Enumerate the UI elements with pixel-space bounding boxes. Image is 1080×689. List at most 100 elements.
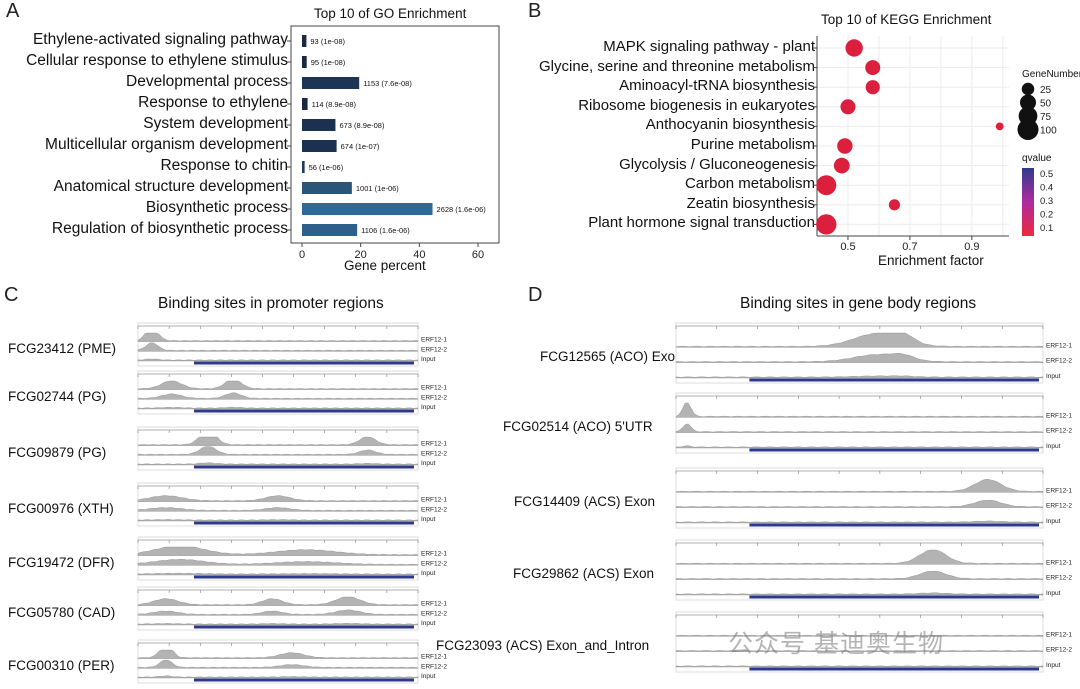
size-legend-label: 75 bbox=[1040, 112, 1052, 123]
section-d-track-row-label: ERF12-1 bbox=[1046, 559, 1072, 566]
section-d-track-coverage bbox=[675, 332, 1044, 348]
kegg-x-axis-label: Enrichment factor bbox=[878, 253, 984, 268]
section-d-track-row-label: ERF12-2 bbox=[1046, 647, 1072, 654]
kegg-category-label: Aminoacyl-tRNA biosynthesis bbox=[619, 77, 815, 95]
section-c-track-row-label: ERF12-2 bbox=[421, 610, 447, 617]
kegg-bubble bbox=[888, 199, 901, 211]
go-category-label: Regulation of biosynthetic process bbox=[51, 220, 288, 237]
section-c-track-row-label: ERF12-2 bbox=[421, 663, 447, 670]
section-d-track-row-label: ERF12-2 bbox=[1046, 358, 1072, 365]
section-d-track-coverage bbox=[675, 423, 1044, 433]
section-c-track-coverage bbox=[137, 675, 419, 679]
go-data-label: 1153 (7.6e-08) bbox=[363, 79, 412, 88]
section-d-track-coverage bbox=[675, 592, 1044, 596]
kegg-category-label: Purine metabolism bbox=[690, 136, 815, 153]
section-d-track-row-label: Input bbox=[1046, 518, 1061, 525]
section-c-track-row-label: Input bbox=[421, 404, 436, 411]
section-c-track-coverage bbox=[137, 406, 419, 410]
section-c-track-coverage bbox=[137, 380, 419, 390]
section-d-gene-label: FCG29862 (ACS) Exon bbox=[513, 566, 655, 581]
go-bar bbox=[302, 182, 352, 194]
go-data-label: 673 (8.9e-08) bbox=[339, 121, 385, 130]
section-d-title: Binding sites in gene body regions bbox=[740, 295, 977, 312]
section-c-track-row-label: ERF12-1 bbox=[421, 601, 447, 608]
section-c-track-row-label: ERF12-1 bbox=[421, 551, 447, 558]
section-d-track-coverage bbox=[675, 549, 1044, 565]
kegg-bubble-chart: 0.5 0.7 0.9 25 50 75 100 0.5 0.4 0.3 0.2 0.1 bbox=[813, 36, 1057, 253]
section-c-track-frame bbox=[137, 586, 419, 631]
section-c-track-coverage bbox=[137, 332, 419, 342]
section-d-track-row-label: ERF12-2 bbox=[1046, 428, 1072, 435]
go-data-label: 2628 (1.6e-06) bbox=[437, 205, 487, 214]
size-legend-dot bbox=[1017, 119, 1039, 140]
section-d-track-frame bbox=[675, 392, 1044, 454]
kegg-bubble bbox=[833, 157, 850, 174]
go-x-tick-label: 40 bbox=[413, 249, 425, 261]
size-legend-label: 50 bbox=[1040, 99, 1052, 110]
kegg-category-label: Plant hormone signal transduction bbox=[588, 214, 815, 232]
section-c-gene-label: FCG09879 (PG) bbox=[8, 445, 107, 460]
section-c-track-coverage bbox=[137, 622, 419, 626]
section-d-track-frame bbox=[675, 539, 1044, 601]
section-c-track-frame bbox=[137, 536, 419, 581]
section-c-gene-label: FCG23412 (PME) bbox=[8, 341, 117, 356]
section-c-track-row-label: ERF12-2 bbox=[421, 506, 447, 513]
section-c-track-coverage bbox=[137, 519, 419, 522]
section-c-track-frame bbox=[137, 370, 419, 415]
section-c-track-row-label: Input bbox=[421, 673, 436, 680]
section-c-track-frame bbox=[137, 426, 419, 471]
section-d-track-row-label: Input bbox=[1046, 373, 1061, 380]
section-d-track-row-label: Input bbox=[1046, 443, 1061, 450]
color-legend-label: 0.1 bbox=[1040, 223, 1053, 234]
kegg-bubble bbox=[845, 39, 863, 57]
go-x-tick-label: 60 bbox=[472, 249, 484, 261]
go-category-label: Response to ethylene bbox=[138, 94, 288, 111]
section-c-track-row-label: ERF12-2 bbox=[421, 560, 447, 567]
size-legend-dot bbox=[1019, 94, 1037, 111]
section-c-gene-label: FCG02744 (PG) bbox=[8, 389, 107, 404]
go-category-label: System development bbox=[143, 115, 288, 132]
color-legend-label: 0.5 bbox=[1040, 169, 1053, 180]
section-c-track-coverage bbox=[137, 392, 419, 400]
kegg-bubble bbox=[865, 60, 881, 76]
section-c-track-coverage bbox=[137, 436, 419, 446]
watermark: 公众号 基迪奥生物 bbox=[728, 630, 944, 658]
section-c-track-row-label: Input bbox=[421, 356, 436, 363]
section-c-gene-label: FCG05780 (CAD) bbox=[8, 605, 116, 620]
color-legend-label: 0.3 bbox=[1040, 196, 1053, 207]
section-d-track-coverage bbox=[675, 402, 1044, 418]
go-category-label: Ethylene-activated signaling pathway bbox=[32, 31, 288, 48]
kegg-bubble bbox=[865, 80, 880, 95]
go-bar bbox=[302, 77, 360, 89]
go-data-label: 114 (8.9e-08) bbox=[312, 100, 357, 109]
go-category-label: Anatomical structure development bbox=[53, 178, 288, 195]
kegg-category-label: MAPK signaling pathway - plant bbox=[603, 38, 815, 55]
kegg-category-label: Glycine, serine and threonine metabolism bbox=[539, 57, 815, 75]
section-c-track-coverage bbox=[137, 495, 419, 502]
go-bar bbox=[302, 98, 308, 110]
section-d-track-coverage bbox=[675, 375, 1044, 379]
kegg-category-label: Ribosome biogenesis in eukaryotes bbox=[578, 96, 815, 114]
section-d-track-coverage bbox=[675, 353, 1044, 363]
section-c-track-frame bbox=[137, 639, 419, 684]
section-c-track-row-label: ERF12-1 bbox=[421, 654, 447, 661]
section-c-gene-label: FCG00976 (XTH) bbox=[8, 501, 114, 516]
section-c-track-row-label: ERF12-2 bbox=[421, 346, 447, 353]
section-d-track-row-label: ERF12-1 bbox=[1046, 342, 1072, 349]
section-d-track-row-label: Input bbox=[1046, 662, 1061, 669]
size-legend-title: GeneNumber bbox=[1022, 69, 1080, 80]
color-legend-title: qvalue bbox=[1022, 153, 1052, 164]
section-d-track-row-label: ERF12-1 bbox=[1046, 631, 1072, 638]
kegg-category-label: Glycolysis / Gluconeogenesis bbox=[619, 155, 815, 173]
panel-letter-b: B bbox=[528, 0, 542, 22]
section-d-track-coverage bbox=[675, 650, 1044, 652]
section-c-track-row-label: ERF12-1 bbox=[421, 337, 447, 344]
go-data-label: 674 (1e-07) bbox=[341, 142, 380, 151]
go-data-label: 1106 (1.6e-06) bbox=[361, 226, 410, 235]
section-c-track-coverage bbox=[137, 609, 419, 616]
section-c-track-coverage bbox=[137, 649, 419, 659]
go-bar bbox=[302, 119, 336, 131]
size-legend-label: 25 bbox=[1040, 85, 1052, 96]
kegg-plot-bg bbox=[817, 36, 1009, 236]
